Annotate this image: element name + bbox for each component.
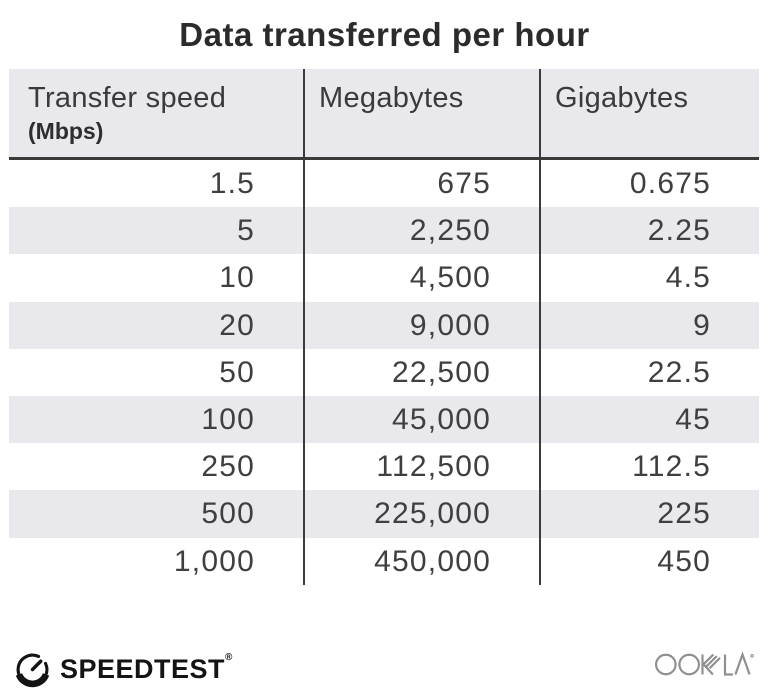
table-body: 1.5 675 0.675 5 2,250 2.25 10 4,500 4.5 20 9,000 9 5… [9,160,759,585]
table-header-row: Transfer speed (Mbps) Megabytes Gigabyte… [9,69,759,160]
speedtest-wordmark-text: SPEEDTEST [60,654,226,684]
column-header-label: Transfer speed [28,82,227,114]
table-cell: 112,500 [303,443,539,491]
table-cell: 250 [201,450,255,484]
registered-trademark-icon: ® [225,652,233,663]
table-row: 1,000 450,000 450 [9,537,759,585]
table-row: 10 4,500 4.5 [9,254,759,302]
data-table: Transfer speed (Mbps) Megabytes Gigabyte… [9,69,759,585]
table-cell: 500 [201,497,255,531]
ookla-wordmark-icon [655,651,754,676]
table-cell: 4.5 [539,254,759,302]
table-cell: 22,500 [303,348,539,396]
table-cell: 10 [219,261,255,295]
table-cell: 45,000 [303,395,539,444]
table-cell: 9 [539,301,759,349]
table-row: 500 225,000 225 [9,490,759,538]
table-cell: 450 [539,537,759,585]
table-cell: 1.5 [209,167,255,200]
table-cell: 675 [303,160,539,208]
table-cell: 2.25 [539,207,759,255]
footer: SPEEDTEST® [14,646,755,690]
ookla-logo [655,650,755,684]
table-cell: 2,250 [303,207,539,255]
table-row: 250 112,500 112.5 [9,443,759,491]
table-cell: 4,500 [303,254,539,302]
column-header-gigabytes: Gigabytes [539,69,759,157]
table-cell: 100 [201,402,255,436]
table-cell: 225 [539,490,759,538]
column-header-transfer-speed: Transfer speed (Mbps) [9,69,303,157]
table-row: 20 9,000 9 [9,301,759,349]
table-cell: 0.675 [539,160,759,208]
table-row: 1.5 675 0.675 [9,160,759,208]
page-title: Data transferred per hour [179,16,590,53]
table-cell: 112.5 [539,443,759,491]
speedtest-logo: SPEEDTEST® [14,651,233,688]
table-cell: 50 [219,355,255,389]
table-cell: 225,000 [303,490,539,538]
column-header-megabytes: Megabytes [303,69,539,157]
table-cell: 9,000 [303,301,539,349]
table-row: 5 2,250 2.25 [9,207,759,255]
table-cell: 45 [539,395,759,444]
table-cell: 22.5 [539,348,759,396]
table-row: 50 22,500 22.5 [9,348,759,396]
table-cell: 20 [219,308,255,342]
table-cell: 1,000 [173,544,255,578]
table-cell: 5 [237,214,255,248]
speedtest-gauge-icon [15,653,50,688]
column-header-unit: (Mbps) [28,118,104,144]
speedtest-wordmark: SPEEDTEST® [60,652,233,685]
table-cell: 450,000 [303,537,539,585]
table-row: 100 45,000 45 [9,395,759,444]
